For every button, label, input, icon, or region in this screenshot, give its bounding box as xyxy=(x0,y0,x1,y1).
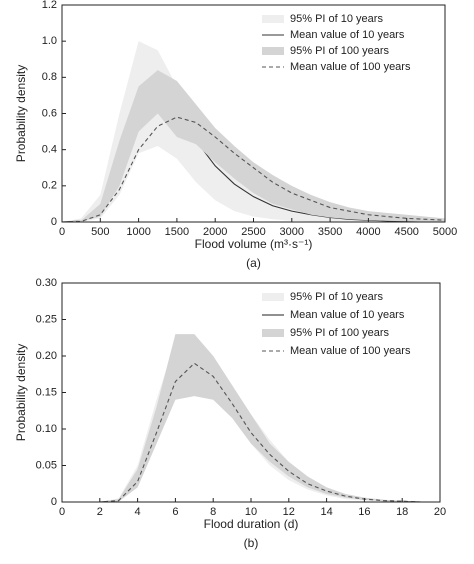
x-tick-label: 0 xyxy=(59,506,65,518)
x-tick-label: 2500 xyxy=(241,226,265,238)
caption: (b) xyxy=(244,536,259,550)
x-tick-label: 16 xyxy=(358,506,370,518)
y-tick-label: 0.15 xyxy=(36,386,57,398)
legend-swatch xyxy=(262,293,284,301)
legend-swatch xyxy=(262,329,284,337)
x-axis-label: Flood volume (m³·s⁻¹) xyxy=(195,237,313,251)
x-tick-label: 20 xyxy=(434,506,446,518)
x-tick-label: 8 xyxy=(210,506,216,518)
legend-label: 95% PI of 100 years xyxy=(290,327,390,339)
x-tick-label: 4000 xyxy=(356,226,380,238)
x-tick-label: 5000 xyxy=(433,226,457,238)
y-tick-label: 0.6 xyxy=(42,107,57,119)
legend-label: Mean value of 10 years xyxy=(290,309,405,321)
y-tick-label: 0.4 xyxy=(42,144,57,156)
legend-label: Mean value of 100 years xyxy=(290,345,411,357)
caption: (a) xyxy=(246,256,261,270)
x-tick-label: 3500 xyxy=(318,226,342,238)
y-tick-label: 1.0 xyxy=(42,35,57,47)
legend-label: Mean value of 100 years xyxy=(290,61,411,73)
y-tick-label: 0 xyxy=(51,216,57,228)
x-tick-label: 3000 xyxy=(280,226,304,238)
y-tick-label: 0.30 xyxy=(36,277,57,289)
y-tick-label: 0.2 xyxy=(42,180,57,192)
legend-swatch xyxy=(262,47,284,55)
x-tick-label: 1000 xyxy=(126,226,150,238)
y-tick-label: 0.8 xyxy=(42,71,57,83)
mean-line xyxy=(62,362,440,503)
mean-line xyxy=(61,116,446,223)
x-tick-label: 18 xyxy=(396,506,408,518)
x-tick-label: 1500 xyxy=(165,226,189,238)
x-tick-label: 4 xyxy=(135,506,141,518)
x-tick-label: 500 xyxy=(91,226,109,238)
legend-swatch xyxy=(262,15,284,23)
y-tick-label: 1.2 xyxy=(42,0,57,11)
x-tick-label: 6 xyxy=(172,506,178,518)
x-tick-label: 4500 xyxy=(394,226,418,238)
y-axis-label: Probability density xyxy=(14,65,28,162)
y-tick-label: 0.05 xyxy=(36,459,57,471)
legend-label: 95% PI of 10 years xyxy=(290,291,383,303)
x-tick-label: 14 xyxy=(320,506,332,518)
y-tick-label: 0.20 xyxy=(36,350,57,362)
x-tick-label: 2000 xyxy=(203,226,227,238)
y-tick-label: 0.10 xyxy=(36,423,57,435)
legend-label: 95% PI of 100 years xyxy=(290,45,390,57)
x-tick-label: 0 xyxy=(59,226,65,238)
x-tick-label: 10 xyxy=(245,506,257,518)
y-tick-label: 0.25 xyxy=(36,313,57,325)
legend-label: 95% PI of 10 years xyxy=(290,13,383,25)
y-tick-label: 0 xyxy=(51,496,57,508)
y-axis-label: Probability density xyxy=(14,344,28,441)
pi-band xyxy=(62,334,440,502)
x-axis-label: Flood duration (d) xyxy=(204,517,299,531)
legend-label: Mean value of 10 years xyxy=(290,29,405,41)
x-tick-label: 12 xyxy=(283,506,295,518)
x-tick-label: 2 xyxy=(97,506,103,518)
pi-band xyxy=(62,70,445,222)
